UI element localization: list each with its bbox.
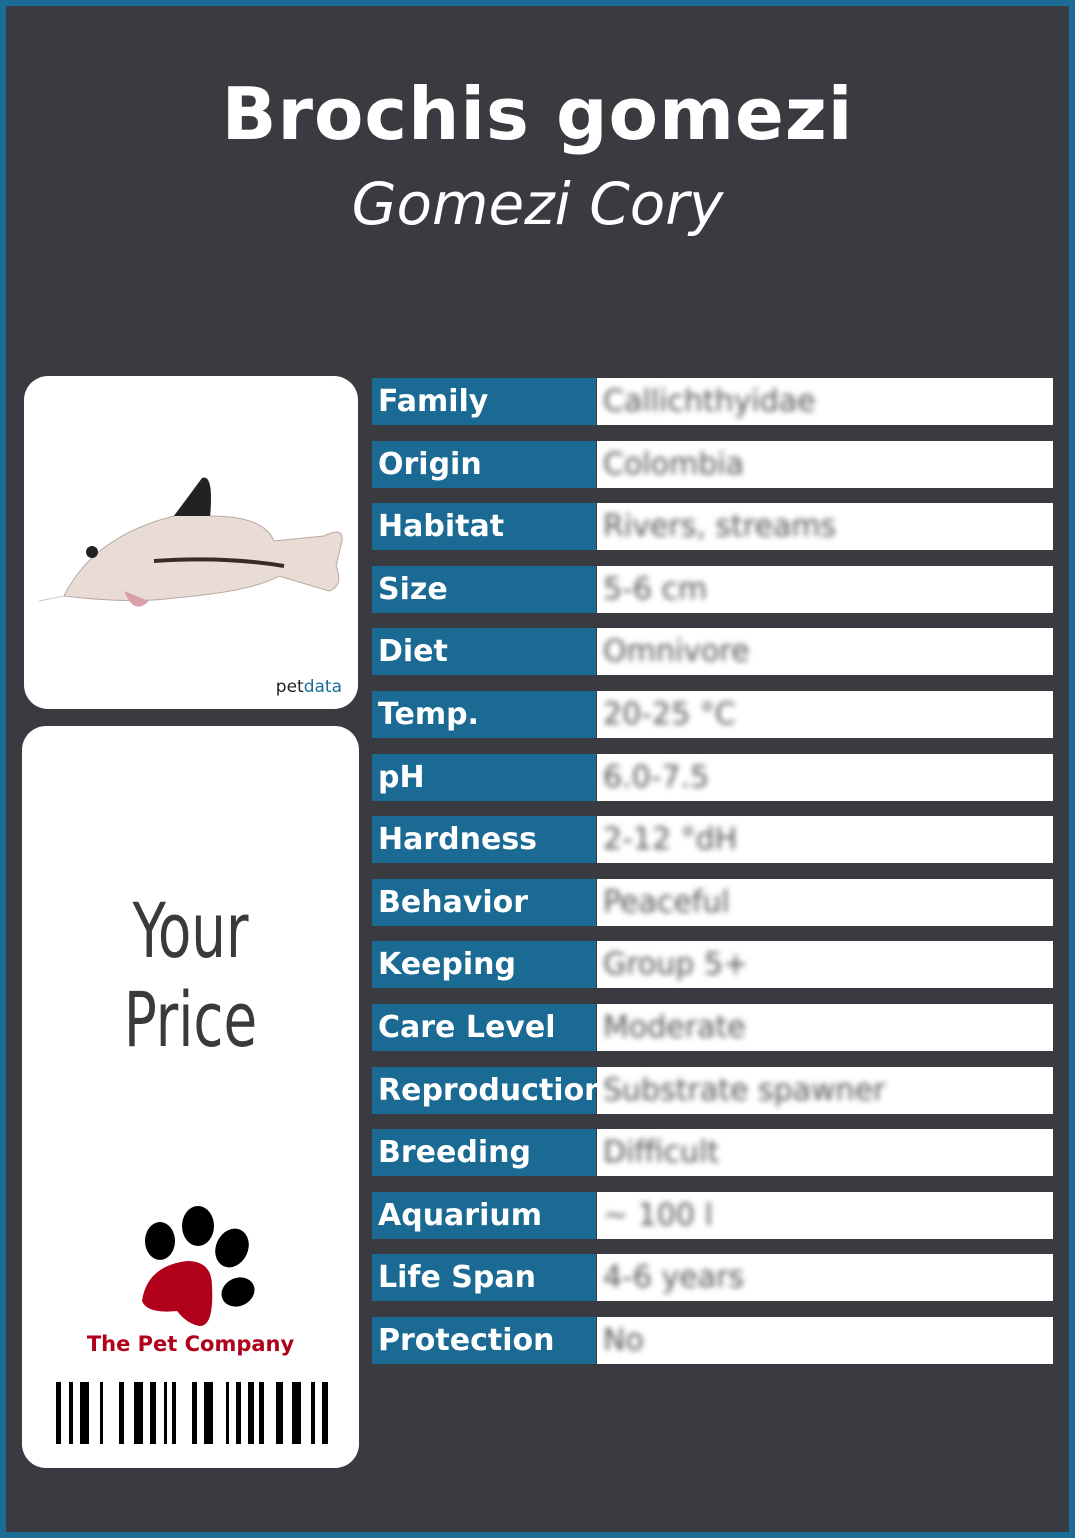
fact-value: 6.0-7.5 — [597, 753, 1053, 801]
fact-value: Callichthyidae — [597, 378, 1053, 425]
fact-value-text: 4-6 years — [603, 1260, 745, 1296]
barcode-bar — [259, 1382, 264, 1444]
fact-label: Diet — [372, 628, 596, 676]
fact-value: 20-25 °C — [597, 691, 1053, 738]
fact-value-text: Group 5+ — [603, 947, 749, 983]
fact-value: 4-6 years — [597, 1254, 1053, 1302]
fact-row: Behavior Peaceful — [372, 878, 1053, 926]
fact-label: Family — [372, 378, 596, 425]
fact-value-text: Difficult — [603, 1135, 720, 1171]
barcode-bar — [172, 1382, 176, 1444]
fact-row: Care Level Moderate — [372, 1004, 1053, 1051]
barcode-bar — [150, 1382, 156, 1444]
price-card: Your Price The Pet Company — [22, 726, 359, 1468]
fact-row: Origin Colombia — [372, 440, 1053, 488]
fact-row: Habitat Rivers, streams — [372, 503, 1053, 551]
fact-value-text: Callichthyidae — [603, 384, 816, 419]
fact-row: Breeding Difficult — [372, 1129, 1053, 1177]
fact-row: Reproduction Substrate spawner — [372, 1066, 1053, 1114]
barcode-bar — [134, 1382, 143, 1444]
barcode-bar — [248, 1382, 254, 1444]
fish-photo-card: petdata — [24, 376, 358, 709]
fact-value-text: 20-25 °C — [603, 697, 736, 732]
fact-label: pH — [372, 753, 596, 801]
fact-value-text: Peaceful — [603, 884, 730, 920]
barcode — [56, 1382, 328, 1444]
fact-label: Care Level — [372, 1004, 596, 1051]
barcode-bar — [56, 1382, 61, 1444]
barcode-bar — [69, 1382, 73, 1444]
fact-row: Life Span 4-6 years — [372, 1254, 1053, 1302]
fact-value-text: Omnivore — [603, 634, 750, 670]
barcode-bar — [204, 1382, 213, 1444]
barcode-bar — [311, 1382, 315, 1444]
fact-label: Reproduction — [372, 1066, 606, 1114]
fact-row: Hardness 2-12 °dH — [372, 816, 1053, 864]
fact-value-text: 2-12 °dH — [603, 822, 738, 858]
barcode-bar — [119, 1382, 124, 1444]
barcode-bar — [192, 1382, 197, 1444]
fact-row: pH 6.0-7.5 — [372, 753, 1053, 801]
fact-value-text: Substrate spawner — [603, 1072, 886, 1108]
fact-row: Aquarium ~ 100 l — [372, 1191, 1053, 1239]
fact-label: Hardness — [372, 816, 596, 864]
fact-label: Aquarium — [372, 1191, 596, 1239]
company-name: The Pet Company — [86, 1332, 295, 1356]
fact-label: Origin — [372, 440, 596, 488]
fact-value: Substrate spawner — [597, 1066, 1053, 1114]
fact-value: No — [597, 1317, 1053, 1364]
barcode-bar — [226, 1382, 229, 1444]
fact-row: Keeping Group 5+ — [372, 941, 1053, 989]
fact-row: Protection No — [372, 1317, 1053, 1364]
fact-value-text: 6.0-7.5 — [603, 759, 710, 795]
fact-row: Family Callichthyidae — [372, 378, 1053, 425]
fact-label: Keeping — [372, 941, 596, 989]
fact-value: 5-6 cm — [597, 565, 1053, 613]
fact-value-text: 5-6 cm — [603, 571, 708, 607]
fact-value: Rivers, streams — [597, 503, 1053, 551]
petdata-logo: petdata — [275, 677, 342, 697]
fact-value-text: Colombia — [603, 446, 744, 482]
fact-value-text: Moderate — [603, 1010, 746, 1045]
barcode-bar — [100, 1382, 103, 1444]
barcode-bar — [292, 1382, 301, 1444]
fact-value: Colombia — [597, 440, 1053, 488]
fact-row: Temp. 20-25 °C — [372, 691, 1053, 738]
common-name: Gomezi Cory — [351, 170, 724, 238]
price-label: Your Price — [123, 886, 258, 1064]
fact-label: Habitat — [372, 503, 596, 551]
fact-value-text: No — [603, 1323, 644, 1358]
fact-value: Group 5+ — [597, 941, 1053, 989]
fact-value: Moderate — [597, 1004, 1053, 1051]
fact-value-text: ~ 100 l — [603, 1197, 713, 1233]
fact-label: Breeding — [372, 1129, 596, 1177]
fact-label: Temp. — [372, 691, 596, 738]
fact-value: 2-12 °dH — [597, 816, 1053, 864]
fact-label: Behavior — [372, 878, 596, 926]
fact-value: Omnivore — [597, 628, 1053, 676]
scientific-name: Brochis gomezi — [221, 72, 854, 156]
barcode-bar — [276, 1382, 283, 1444]
fact-row: Diet Omnivore — [372, 628, 1053, 676]
fact-label: Life Span — [372, 1254, 596, 1302]
barcode-bar — [236, 1382, 241, 1444]
fish-image — [38, 477, 343, 607]
fact-value: Peaceful — [597, 878, 1053, 926]
fact-value: ~ 100 l — [597, 1191, 1053, 1239]
barcode-bar — [322, 1382, 328, 1444]
fact-label: Size — [372, 565, 596, 613]
barcode-bar — [164, 1382, 167, 1444]
fact-value-text: Rivers, streams — [603, 509, 837, 545]
barcode-bar — [80, 1382, 89, 1444]
paw-logo-icon — [142, 1206, 255, 1326]
fact-value: Difficult — [597, 1129, 1053, 1177]
fact-row: Size 5-6 cm — [372, 565, 1053, 613]
fact-label: Protection — [372, 1317, 596, 1364]
